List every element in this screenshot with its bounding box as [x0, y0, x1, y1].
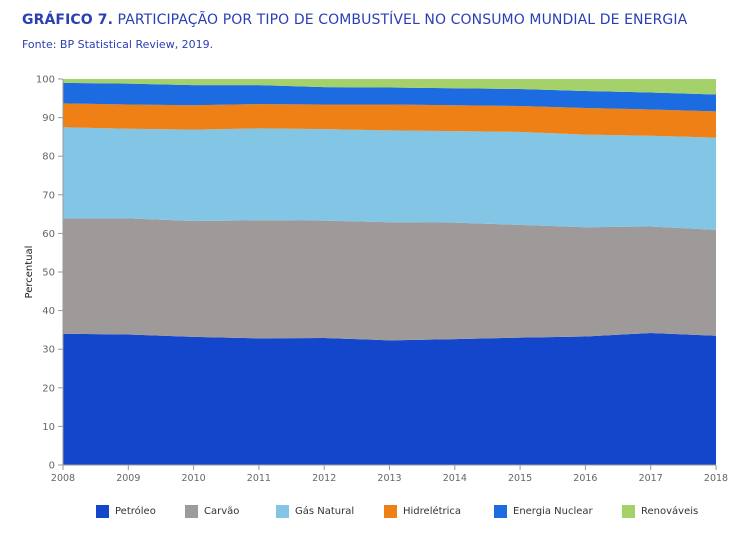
y-tick-label: 40 [42, 306, 55, 317]
stacked-area-chart: 0 10 20 30 40 50 60 70 80 90 100 2008 2009 2010 2011 20… [24, 75, 728, 485]
legend-label: Gás Natural [295, 506, 355, 517]
x-tick-label: 2014 [443, 473, 467, 484]
y-tick-label: 70 [42, 190, 55, 201]
legend-swatch [96, 505, 109, 518]
legend-label: Petróleo [115, 506, 156, 517]
x-tick-label: 2015 [508, 473, 532, 484]
y-tick-label: 80 [42, 152, 55, 163]
area-gas-natural [63, 127, 716, 230]
legend-item: Petróleo [96, 505, 156, 518]
area-petroleo [63, 332, 716, 465]
x-tick-label: 2009 [116, 473, 140, 484]
chart-title-prefix: GRÁFICO 7. [22, 12, 113, 28]
x-tick-label: 2017 [639, 473, 663, 484]
x-tick-label: 2008 [51, 473, 75, 484]
y-tick-label: 100 [36, 75, 55, 86]
legend-item: Gás Natural [276, 505, 354, 518]
legend-swatch [384, 505, 397, 518]
chart-title: GRÁFICO 7. PARTICIPAÇÃO POR TIPO DE COMB… [22, 12, 687, 28]
x-tick-label: 2010 [182, 473, 206, 484]
legend-label: Hidrelétrica [403, 506, 462, 517]
area-energia-nuclear [63, 82, 716, 112]
area-carvao [63, 218, 716, 341]
chart-title-text: PARTICIPAÇÃO POR TIPO DE COMBUSTÍVEL NO … [113, 12, 688, 28]
area-renovaveis [63, 79, 716, 95]
y-tick-label: 20 [42, 383, 55, 394]
legend-item: Renováveis [622, 505, 698, 518]
y-tick-label: 50 [42, 268, 55, 279]
area-hidreletrica [63, 103, 716, 138]
legend-swatch [622, 505, 635, 518]
legend-item: Hidrelétrica [384, 505, 461, 518]
chart-legend: Petróleo Carvão Gás Natural Hidrelétrica Ene… [0, 505, 744, 525]
y-tick-label: 0 [49, 461, 55, 472]
y-tick-label: 90 [42, 113, 55, 124]
legend-label: Renováveis [641, 506, 699, 517]
legend-label: Carvão [204, 506, 240, 517]
x-tick-label: 2018 [704, 473, 728, 484]
legend-label: Energia Nuclear [513, 506, 593, 517]
x-tick-label: 2016 [573, 473, 597, 484]
y-tick-label: 30 [42, 345, 55, 356]
legend-swatch [494, 505, 507, 518]
chart-source: Fonte: BP Statistical Review, 2019. [22, 38, 214, 51]
y-tick-label: 10 [42, 422, 55, 433]
x-tick-label: 2011 [247, 473, 271, 484]
y-tick-label: 60 [42, 229, 55, 240]
x-tick-label: 2013 [377, 473, 401, 484]
x-tick-label: 2012 [312, 473, 336, 484]
legend-swatch [276, 505, 289, 518]
legend-item: Energia Nuclear [494, 505, 593, 518]
legend-item: Carvão [185, 505, 239, 518]
legend-swatch [185, 505, 198, 518]
y-axis-label: Percentual [24, 246, 35, 299]
